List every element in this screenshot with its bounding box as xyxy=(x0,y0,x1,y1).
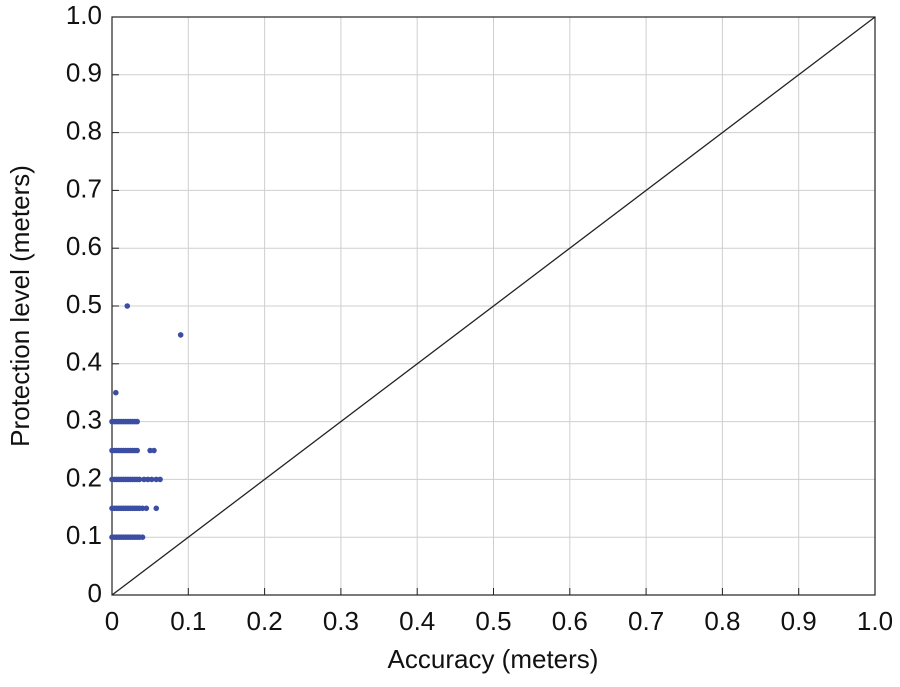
data-point xyxy=(157,476,163,483)
y-tick-label: 0.7 xyxy=(66,173,102,203)
x-axis-label: Accuracy (meters) xyxy=(388,644,599,674)
plot-frame xyxy=(111,16,876,596)
y-tick-label: 0.5 xyxy=(66,289,102,319)
reference-line xyxy=(111,16,876,596)
x-tick-label: 0.3 xyxy=(323,606,359,636)
y-tick-label: 0.9 xyxy=(66,58,102,88)
data-point xyxy=(153,505,160,512)
y-tick-label: 0.6 xyxy=(66,231,102,261)
data-point xyxy=(124,303,131,309)
x-tick-label: 0.7 xyxy=(628,606,664,636)
x-tick-label: 0 xyxy=(105,606,119,636)
x-tick-label: 0.8 xyxy=(704,606,740,636)
y-tick-label: 0.2 xyxy=(66,462,102,492)
x-tick-label: 0.1 xyxy=(170,606,206,636)
y-axis-label: Protection level (meters) xyxy=(5,165,35,447)
data-point xyxy=(134,418,140,425)
x-tick-label: 1.0 xyxy=(857,606,893,636)
y-tick-label: 0.3 xyxy=(66,404,102,434)
x-tick-label: 0.6 xyxy=(552,606,588,636)
x-tick-label: 0.2 xyxy=(247,606,283,636)
y-tick-label: 0 xyxy=(88,578,102,608)
x-tick-label: 0.4 xyxy=(399,606,435,636)
data-point xyxy=(148,476,155,483)
data-point xyxy=(139,534,146,540)
y-tick-label: 1.0 xyxy=(66,0,102,30)
data-point xyxy=(134,447,140,454)
x-tick-label: 0.9 xyxy=(781,606,817,636)
data-point xyxy=(177,332,184,338)
data-point xyxy=(143,505,150,512)
data-point xyxy=(136,476,143,483)
y-tick-label: 0.8 xyxy=(66,115,102,145)
data-point xyxy=(113,389,119,396)
y-tick-label: 0.1 xyxy=(66,520,102,550)
x-tick-label: 0.5 xyxy=(475,606,511,636)
y-tick-label: 0.4 xyxy=(66,347,102,377)
data-point xyxy=(151,447,157,454)
